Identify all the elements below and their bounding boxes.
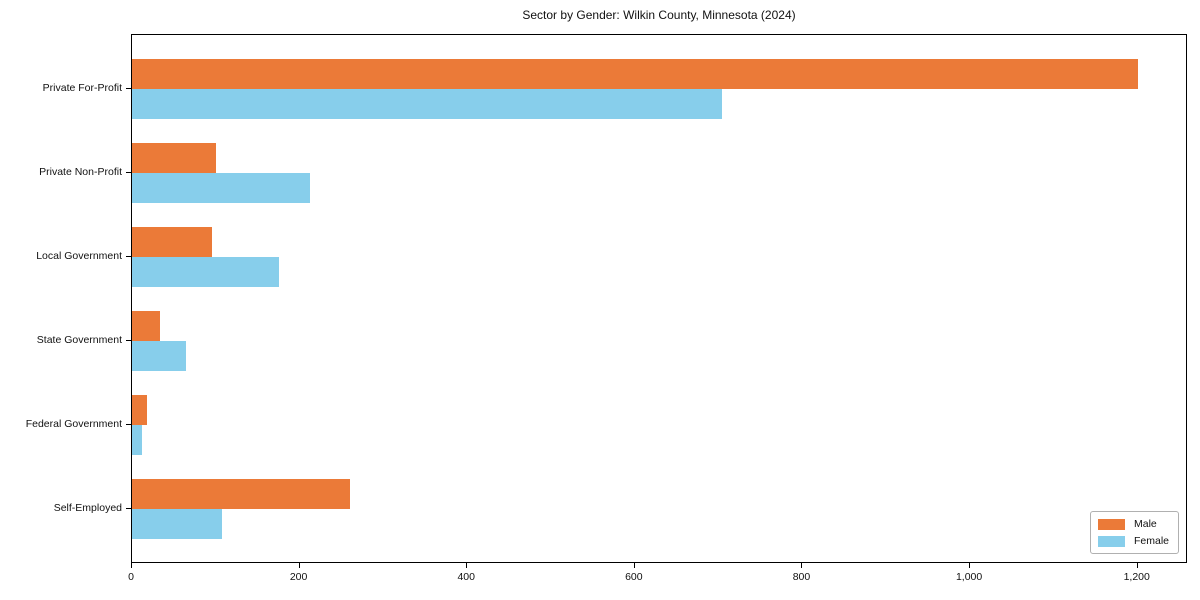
- y-axis-category-label: Federal Government: [25, 418, 122, 430]
- x-axis-tick-label: 800: [792, 571, 811, 583]
- x-axis-tick: [801, 563, 803, 568]
- x-axis-tick: [633, 563, 635, 568]
- bar-male-5: [132, 479, 350, 509]
- x-axis-tick-label: 0: [128, 571, 134, 583]
- y-axis-tick: [126, 88, 131, 89]
- bar-male-0: [132, 59, 1138, 89]
- legend-item-male: Male: [1097, 518, 1169, 530]
- bar-male-2: [132, 227, 213, 257]
- bar-female-1: [132, 173, 310, 203]
- x-axis-tick-label: 600: [625, 571, 643, 583]
- legend-label-male: Male: [1133, 518, 1157, 530]
- bar-male-3: [132, 311, 161, 341]
- y-axis-category-label: Private For-Profit: [42, 82, 122, 94]
- y-axis-tick: [126, 256, 131, 257]
- legend-label-female: Female: [1133, 535, 1169, 547]
- x-axis-tick: [298, 563, 300, 568]
- x-axis-tick-label: 1,000: [955, 571, 983, 583]
- x-axis-tick-label: 1,200: [1123, 571, 1150, 583]
- bar-male-1: [132, 143, 216, 173]
- legend-swatch-female: [1097, 535, 1125, 547]
- legend-swatch-male: [1097, 518, 1125, 530]
- x-axis-tick: [131, 563, 132, 568]
- y-axis-tick: [126, 172, 131, 173]
- legend-item-female: Female: [1097, 535, 1169, 547]
- bar-female-3: [132, 341, 187, 371]
- bar-female-2: [132, 257, 279, 287]
- x-axis-tick: [1136, 563, 1138, 568]
- x-axis-tick: [969, 563, 971, 568]
- y-axis-category-label: Private Non-Profit: [39, 166, 122, 178]
- x-axis-tick-label: 400: [457, 571, 475, 583]
- bar-male-4: [132, 395, 148, 425]
- y-axis-category-label: State Government: [36, 334, 122, 346]
- legend: Male Female: [1089, 511, 1179, 554]
- y-axis-tick: [126, 340, 131, 341]
- y-axis-category-label: Local Government: [36, 250, 122, 262]
- y-axis-tick: [126, 424, 131, 425]
- chart-title: Sector by Gender: Wilkin County, Minneso…: [522, 8, 796, 22]
- bar-female-5: [132, 509, 222, 539]
- y-axis-tick: [126, 508, 131, 509]
- x-axis-tick: [466, 563, 468, 568]
- x-axis-tick-label: 200: [289, 571, 308, 583]
- plot-area: Male Female: [131, 34, 1187, 563]
- y-axis-category-label: Self-Employed: [53, 502, 122, 514]
- bar-female-4: [132, 425, 143, 455]
- bar-female-0: [132, 89, 723, 119]
